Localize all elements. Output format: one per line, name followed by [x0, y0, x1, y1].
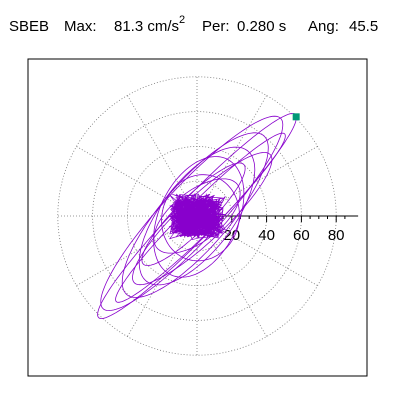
angle-label: Ang: — [308, 18, 339, 35]
trace-orbit-loop — [115, 132, 286, 303]
trace-orbit-loop — [153, 156, 245, 278]
grid-spoke — [76, 215, 198, 286]
max-value-text: 81.3 cm/s — [114, 18, 180, 35]
axis-tick-label: 80 — [328, 227, 345, 244]
axis-tick-label: 40 — [258, 227, 275, 244]
grid-spoke — [196, 215, 267, 337]
trace-orbit-loop — [161, 174, 240, 262]
axis-tick-label: 60 — [293, 227, 310, 244]
max-value: 81.3 cm/s2 — [114, 14, 185, 35]
grid-spoke — [196, 215, 318, 286]
trace-orbit-loop — [153, 178, 241, 254]
axis-tick-label: 20 — [223, 227, 240, 244]
max-label: Max: — [64, 18, 97, 35]
plot-header: SBEB Max: 81.3 cm/s2 Per: 0.280 s Ang: 4… — [0, 14, 400, 38]
trace-orbit-loop — [138, 146, 256, 286]
station-code: SBEB — [9, 18, 50, 35]
max-value-exponent: 2 — [179, 14, 186, 26]
grid-spoke — [76, 146, 198, 217]
grid-spoke — [127, 215, 198, 337]
trace-noise-cluster — [168, 192, 226, 241]
max-point-marker — [292, 113, 300, 121]
trace-orbit-loop — [132, 152, 273, 286]
grid-spoke — [196, 95, 267, 217]
particle-motion-trace — [97, 113, 297, 319]
plot-frame — [27, 58, 368, 377]
period-value: 0.280 s — [237, 18, 287, 35]
grid-spoke — [127, 95, 198, 217]
trace-orbit-loop — [121, 132, 269, 298]
trace-orbit-loop — [141, 162, 246, 266]
period-label: Per: — [202, 18, 230, 35]
grid-spoke — [196, 146, 318, 217]
max-marker-group — [292, 113, 300, 121]
angle-value: 45.5 — [349, 18, 379, 35]
